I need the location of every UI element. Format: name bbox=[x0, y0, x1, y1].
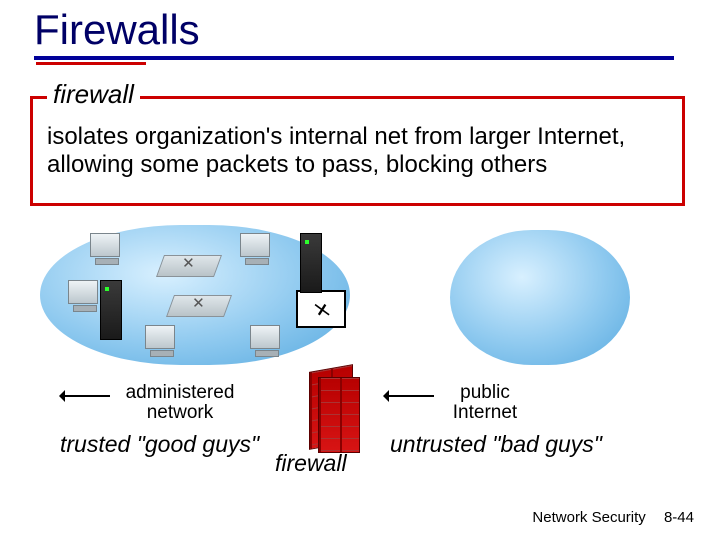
public-internet-cloud bbox=[450, 230, 630, 365]
server-icon bbox=[300, 233, 322, 293]
definition-label: firewall bbox=[47, 79, 140, 110]
title-underline-accent bbox=[36, 62, 146, 65]
switch-icon bbox=[166, 295, 232, 317]
page-title: Firewalls bbox=[34, 6, 200, 54]
firewall-caption: firewall bbox=[275, 450, 347, 477]
trusted-caption: trusted "good guys" bbox=[60, 431, 259, 458]
server-icon bbox=[100, 280, 122, 340]
host-icon bbox=[240, 233, 270, 257]
definition-box: firewall isolates organization's interna… bbox=[30, 96, 685, 206]
definition-text: isolates organization's internal net fro… bbox=[47, 123, 668, 178]
firewall-icon bbox=[318, 377, 360, 453]
internal-network-label: administered network bbox=[110, 383, 250, 423]
host-icon bbox=[68, 280, 98, 304]
label-text: public bbox=[460, 382, 510, 403]
router-icon bbox=[296, 290, 346, 328]
host-icon bbox=[90, 233, 120, 257]
switch-icon bbox=[156, 255, 222, 277]
untrusted-caption: untrusted "bad guys" bbox=[390, 431, 602, 458]
host-icon bbox=[250, 325, 280, 349]
footer-section: Network Security bbox=[532, 509, 645, 526]
host-icon bbox=[145, 325, 175, 349]
arrow-left-icon bbox=[62, 395, 110, 397]
title-underline bbox=[34, 56, 674, 60]
label-text: network bbox=[147, 402, 214, 423]
slide-footer: Network Security 8-44 bbox=[532, 509, 694, 526]
arrow-left-icon bbox=[386, 395, 434, 397]
firewall-diagram: administered network public Internet tru… bbox=[40, 225, 680, 455]
public-internet-label: public Internet bbox=[435, 383, 535, 423]
label-text: Internet bbox=[453, 402, 517, 423]
footer-page-number: 8-44 bbox=[664, 509, 694, 526]
label-text: administered bbox=[126, 382, 235, 403]
